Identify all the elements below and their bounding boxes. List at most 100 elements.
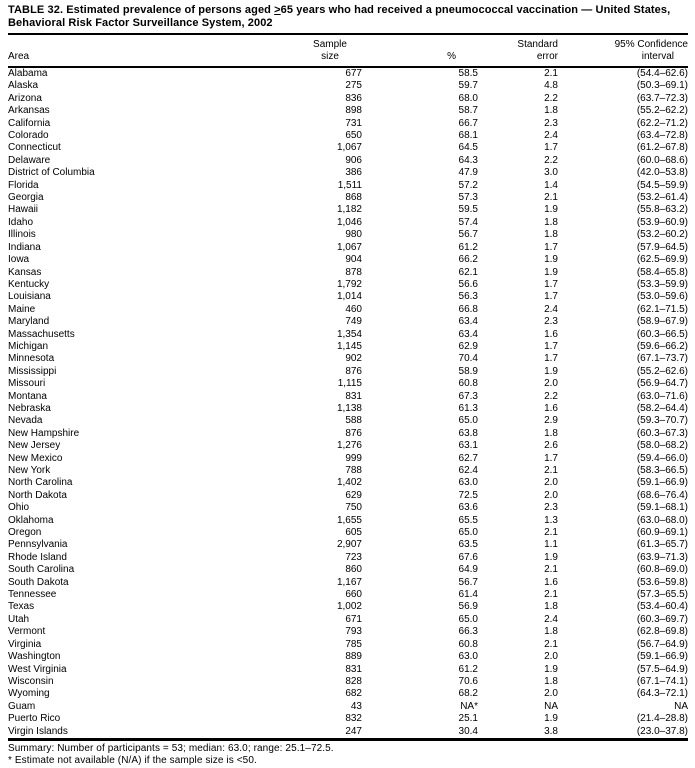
sample-size-cell: 588 [345, 415, 362, 427]
prevalence-table: Sample Standard 95% Confidence Area size… [8, 35, 688, 741]
table-row: Tennessee 660 61.4 2.1 (57.3–65.5) [8, 589, 688, 601]
standard-error-cell: 1.8 [544, 216, 558, 228]
sample-size-cell: 247 [345, 725, 362, 737]
confidence-interval-cell: (67.1–73.7) [636, 353, 688, 365]
standard-error-cell: 1.6 [544, 402, 558, 414]
table-row: District of Columbia 386 47.9 3.0 (42.0–… [8, 167, 688, 179]
standard-error-cell: 1.9 [544, 551, 558, 563]
table-row: Georgia 868 57.3 2.1 (53.2–61.4) [8, 192, 688, 204]
area-cell: South Dakota [8, 576, 69, 588]
sample-size-cell: 43 [350, 700, 362, 712]
standard-error-cell: 1.8 [544, 427, 558, 439]
percent-cell: 58.9 [458, 365, 478, 377]
standard-error-cell: 2.4 [544, 130, 558, 142]
standard-error-cell: 2.4 [544, 613, 558, 625]
table-row: Louisiana 1,014 56.3 1.7 (53.0–59.6) [8, 291, 688, 303]
area-cell: New Mexico [8, 452, 63, 464]
percent-cell: 67.6 [458, 551, 478, 563]
standard-error-cell: 1.9 [544, 266, 558, 278]
sample-size-cell: 1,792 [336, 278, 362, 290]
area-cell: Idaho [8, 216, 34, 228]
sample-size-cell: 650 [345, 130, 362, 142]
percent-cell: 68.2 [458, 688, 478, 700]
percent-cell: 57.3 [458, 192, 478, 204]
confidence-interval-cell: (53.0–59.6) [636, 291, 688, 303]
percent-cell: 59.5 [458, 204, 478, 216]
percent-cell: 64.5 [458, 142, 478, 154]
area-cell: Kansas [8, 266, 42, 278]
area-cell: Wyoming [8, 688, 50, 700]
table-row: Washington 889 63.0 2.0 (59.1–66.9) [8, 651, 688, 663]
sample-size-cell: 386 [345, 167, 362, 179]
area-cell: Louisiana [8, 291, 51, 303]
sample-size-cell: 1,014 [336, 291, 362, 303]
col-header-sample-line2: size [321, 51, 339, 62]
area-cell: Oklahoma [8, 514, 54, 526]
confidence-interval-cell: (59.4–66.0) [636, 452, 688, 464]
standard-error-cell: 2.1 [544, 527, 558, 539]
table-row: Guam 43 NA* NA NA [8, 701, 688, 713]
percent-cell: 63.4 [458, 316, 478, 328]
table-row: California 731 66.7 2.3 (62.2–71.2) [8, 118, 688, 130]
confidence-interval-cell: (60.3–67.3) [636, 427, 688, 439]
table-row: Oklahoma 1,655 65.5 1.3 (63.0–68.0) [8, 515, 688, 527]
sample-size-cell: 1,167 [336, 576, 362, 588]
percent-cell: 72.5 [458, 489, 478, 501]
standard-error-cell: 2.3 [544, 502, 558, 514]
confidence-interval-cell: (58.0–68.2) [636, 440, 688, 452]
table-row: Arizona 836 68.0 2.2 (63.7–72.3) [8, 93, 688, 105]
header-spacer [362, 35, 478, 51]
sample-size-cell: 749 [345, 316, 362, 328]
sample-size-cell: 605 [345, 527, 362, 539]
table-row: Virginia 785 60.8 2.1 (56.7–64.9) [8, 639, 688, 651]
table-row: Florida 1,511 57.2 1.4 (54.5–59.9) [8, 180, 688, 192]
col-header-confidence-interval-line1: 95% Confidence [614, 39, 688, 50]
sample-size-cell: 831 [345, 390, 362, 402]
standard-error-cell: 2.3 [544, 316, 558, 328]
confidence-interval-cell: (57.5–64.9) [636, 663, 688, 675]
table-row: Texas 1,002 56.9 1.8 (53.4–60.4) [8, 601, 688, 613]
area-cell: Arkansas [8, 105, 50, 117]
standard-error-cell: 2.1 [544, 68, 558, 79]
area-cell: District of Columbia [8, 167, 95, 179]
table-row: Puerto Rico 832 25.1 1.9 (21.4–28.8) [8, 713, 688, 725]
area-cell: Minnesota [8, 353, 55, 365]
area-cell: Vermont [8, 626, 46, 638]
table-row: New Mexico 999 62.7 1.7 (59.4–66.0) [8, 453, 688, 465]
confidence-interval-cell: (57.3–65.5) [636, 589, 688, 601]
area-cell: New York [8, 465, 51, 476]
standard-error-cell: 1.9 [544, 254, 558, 266]
area-cell: Alaska [8, 80, 39, 92]
percent-cell: 60.8 [458, 638, 478, 650]
table-title: TABLE 32. Estimated prevalence of person… [8, 4, 688, 35]
confidence-interval-cell: (58.4–65.8) [636, 266, 688, 278]
table-row: Illinois 980 56.7 1.8 (53.2–60.2) [8, 229, 688, 241]
table-row: New York 788 62.4 2.1 (58.3–66.5) [8, 465, 688, 477]
table-row: Minnesota 902 70.4 1.7 (67.1–73.7) [8, 353, 688, 365]
standard-error-cell: 4.8 [544, 80, 558, 92]
percent-cell: 61.2 [458, 241, 478, 253]
col-header-standard-error-line2: error [536, 51, 558, 62]
percent-cell: 61.2 [458, 663, 478, 675]
area-cell: Massachusetts [8, 328, 75, 340]
col-header-confidence-interval-line2: interval [641, 51, 674, 62]
standard-error-cell: 2.2 [544, 154, 558, 166]
standard-error-cell: 1.8 [544, 601, 558, 613]
col-header-area: Area [8, 51, 30, 62]
area-cell: West Virginia [8, 663, 67, 675]
confidence-interval-cell: (56.7–64.9) [636, 638, 688, 650]
col-header-sample-line1: Sample [313, 39, 347, 50]
standard-error-cell: 2.0 [544, 477, 558, 489]
table-row: Hawaii 1,182 59.5 1.9 (55.8–63.2) [8, 204, 688, 216]
standard-error-cell: 1.8 [544, 626, 558, 638]
standard-error-cell: 1.7 [544, 452, 558, 464]
standard-error-cell: 1.9 [544, 663, 558, 675]
table-row: Indiana 1,067 61.2 1.7 (57.9–64.5) [8, 242, 688, 254]
table-row: Arkansas 898 58.7 1.8 (55.2–62.2) [8, 105, 688, 117]
area-cell: Georgia [8, 192, 44, 204]
confidence-interval-cell: (53.9–60.9) [636, 216, 688, 228]
area-cell: Michigan [8, 340, 49, 352]
standard-error-cell: 1.1 [544, 539, 558, 551]
percent-cell: 64.9 [458, 564, 478, 576]
table-body: Alabama 677 58.5 2.1 (54.4–62.6) Alaska … [8, 67, 688, 740]
